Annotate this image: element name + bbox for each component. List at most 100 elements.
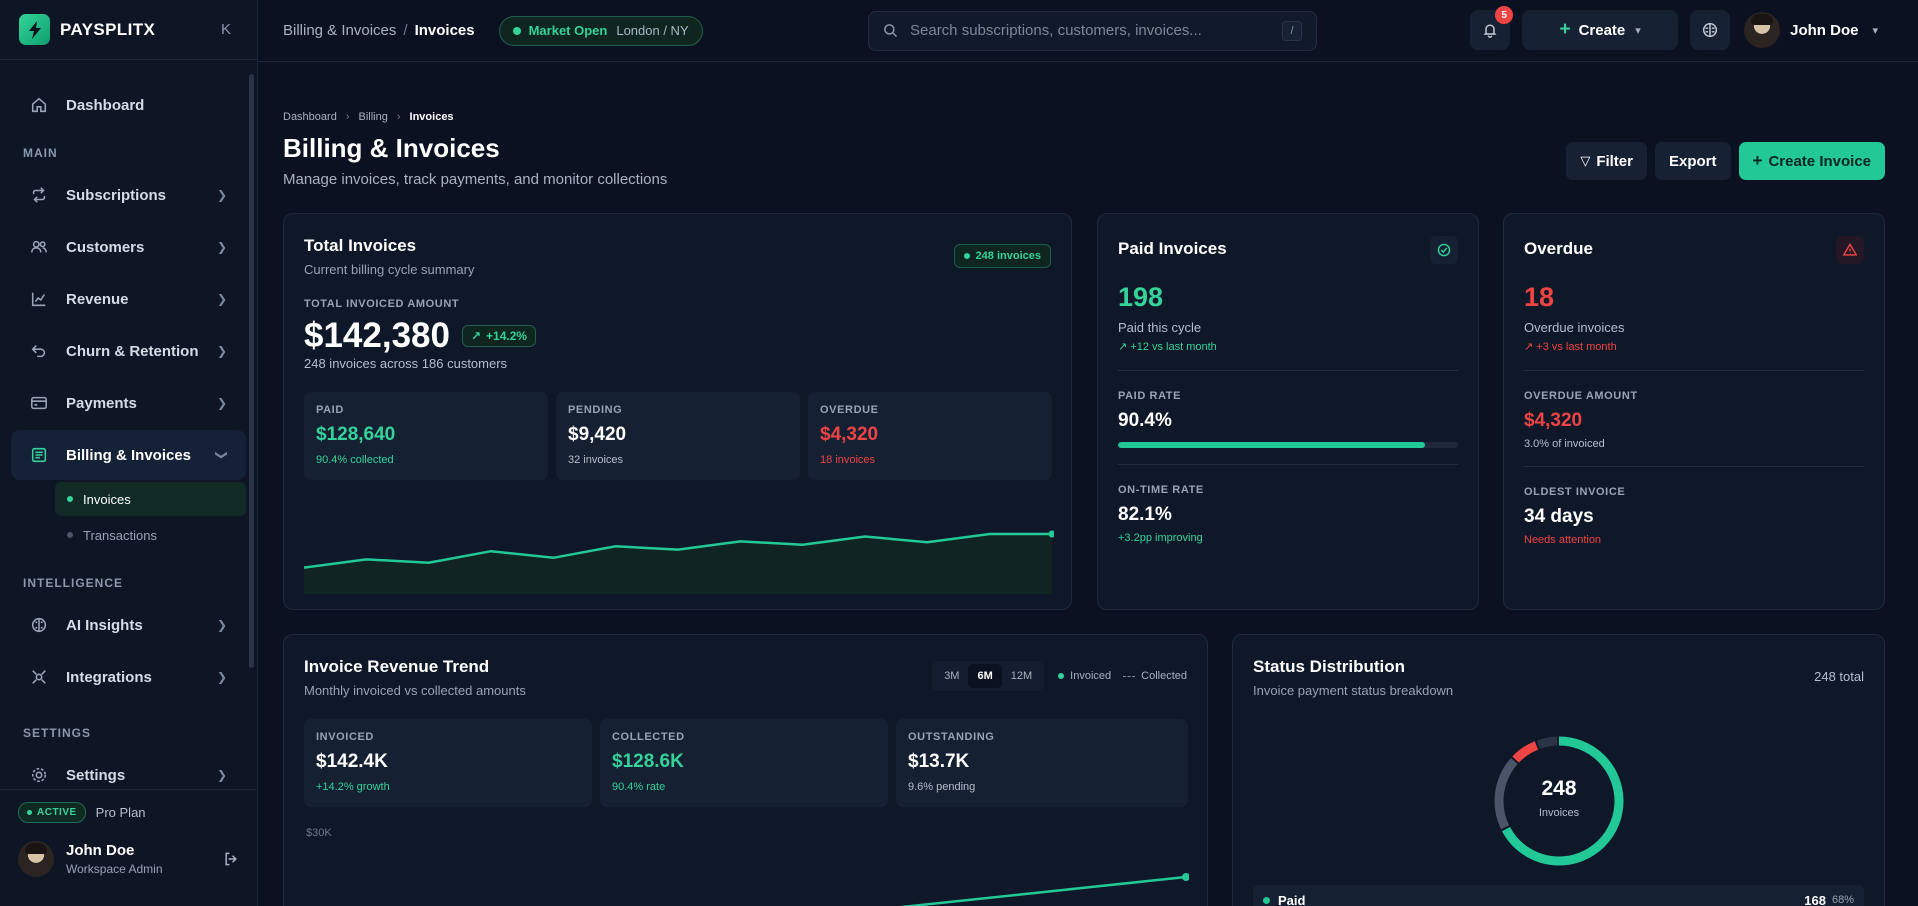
- sidebar-subitem-invoices[interactable]: Invoices: [55, 482, 246, 516]
- total-amount: $142,380: [304, 316, 450, 355]
- market-status-badge: Market Open London / NY: [498, 15, 703, 46]
- sidebar: PAYSPLITX K Dashboard MAIN Subscriptions…: [0, 0, 258, 906]
- sidebar-item-payments[interactable]: Payments ❯: [11, 378, 246, 428]
- divider: [1524, 370, 1864, 371]
- invoiced-stat: INVOICED $142.4K +14.2% growth: [304, 719, 592, 807]
- chevron-right-icon: ❯: [216, 292, 227, 306]
- page-title: Billing & Invoices: [283, 133, 500, 163]
- breadcrumb-separator: /: [403, 22, 408, 39]
- donut-center-value: 248: [1541, 777, 1577, 800]
- filter-button[interactable]: ▽ Filter: [1566, 142, 1647, 180]
- search-icon: [884, 24, 898, 38]
- sidebar-item-churn[interactable]: Churn & Retention ❯: [11, 326, 246, 376]
- search-placeholder: Search subscriptions, customers, invoice…: [910, 22, 1202, 39]
- chevron-right-icon: ›: [345, 111, 350, 123]
- sidebar-item-label: Customers: [66, 238, 145, 256]
- credit-card-icon: [31, 396, 47, 410]
- sidebar-subitem-label: Transactions: [83, 527, 157, 543]
- donut-segment-pending[interactable]: [1494, 736, 1624, 866]
- plan-row: ACTIVE Pro Plan: [18, 802, 239, 823]
- chart-legend: Invoiced Collected: [1058, 670, 1187, 682]
- sidebar-item-customers[interactable]: Customers ❯: [11, 222, 246, 272]
- paid-rate-label: PAID RATE: [1118, 390, 1182, 402]
- amount-detail: 248 invoices across 186 customers: [304, 356, 508, 371]
- sidebar-collapse-button[interactable]: K: [220, 21, 231, 38]
- breadcrumb-parent[interactable]: Billing & Invoices: [283, 22, 397, 39]
- range-12m[interactable]: 12M: [1010, 670, 1033, 682]
- sidebar-scrollbar[interactable]: [249, 74, 254, 668]
- donut-segment-paid[interactable]: [1494, 736, 1624, 866]
- divider: [1118, 464, 1458, 465]
- create-invoice-button[interactable]: + Create Invoice: [1738, 142, 1885, 180]
- stat-label: INVOICED: [316, 731, 374, 743]
- main-content: Dashboard › Billing › Invoices Billing &…: [258, 62, 1918, 906]
- user-role: Workspace Admin: [66, 862, 163, 876]
- breadcrumb-item[interactable]: Dashboard: [283, 111, 337, 123]
- market-location: London / NY: [616, 23, 689, 38]
- stat-value: $9,420: [568, 424, 627, 445]
- export-button-label: Export: [1669, 152, 1717, 170]
- stat-label: COLLECTED: [612, 731, 685, 743]
- sidebar-nav: Dashboard MAIN Subscriptions ❯ Customers…: [0, 60, 257, 800]
- chart-line-icon: [31, 292, 46, 307]
- sparkline-area: [304, 534, 1052, 594]
- sidebar-item-revenue[interactable]: Revenue ❯: [11, 274, 246, 324]
- sidebar-item-ai-insights[interactable]: AI Insights ❯: [11, 600, 246, 650]
- change-badge: ↗ +14.2%: [461, 325, 537, 347]
- ontime-sub: +3.2pp improving: [1118, 532, 1203, 544]
- plug-icon: [32, 670, 46, 684]
- create-button[interactable]: + Create ▾: [1522, 10, 1679, 50]
- repeat-icon: [32, 187, 46, 203]
- overdue-card: Overdue 18 Overdue invoices ↗ +3 vs last…: [1503, 213, 1885, 610]
- dot-icon: [67, 496, 73, 502]
- chevron-right-icon: ❯: [216, 670, 227, 684]
- sidebar-subitem-transactions[interactable]: Transactions: [55, 518, 246, 552]
- chevron-right-icon: ❯: [216, 240, 227, 254]
- user-name: John Doe: [66, 842, 135, 859]
- sidebar-item-integrations[interactable]: Integrations ❯: [11, 652, 246, 702]
- oldest-sub: Needs attention: [1524, 534, 1602, 546]
- overdue-trend: ↗ +3 vs last month: [1524, 340, 1617, 353]
- notifications-button[interactable]: 5: [1470, 6, 1514, 50]
- overdue-amount-label: OVERDUE AMOUNT: [1524, 390, 1638, 402]
- sidebar-user[interactable]: John Doe Workspace Admin: [18, 841, 239, 877]
- range-3m[interactable]: 3M: [944, 670, 960, 682]
- logout-icon[interactable]: [223, 851, 239, 867]
- card-subtitle: Invoice payment status breakdown: [1253, 683, 1454, 698]
- range-6m[interactable]: 6M: [968, 664, 1002, 688]
- warning-icon: [1836, 236, 1864, 264]
- search-input[interactable]: Search subscriptions, customers, invoice…: [868, 10, 1317, 51]
- sidebar-item-label: Integrations: [66, 668, 152, 686]
- stat-value: $4,320: [820, 424, 879, 445]
- sidebar-item-subscriptions[interactable]: Subscriptions ❯: [11, 170, 246, 220]
- plus-icon: +: [1559, 19, 1571, 40]
- plan-name: Pro Plan: [95, 805, 146, 820]
- logo-icon: [19, 14, 50, 45]
- sidebar-item-label: Subscriptions: [66, 186, 167, 204]
- sidebar-item-label: Churn & Retention: [66, 342, 199, 360]
- status-distribution-card: Status Distribution Invoice payment stat…: [1232, 634, 1885, 906]
- trend-up-icon: ↗: [1118, 341, 1131, 353]
- y-axis-tick: $30K: [306, 827, 332, 839]
- sidebar-item-settings[interactable]: Settings ❯: [11, 750, 246, 800]
- paid-count-label: Paid this cycle: [1118, 320, 1202, 335]
- sidebar-item-billing[interactable]: Billing & Invoices ❯: [11, 430, 246, 480]
- oldest-invoice: 34 days: [1524, 506, 1594, 527]
- bell-icon: [1483, 24, 1497, 38]
- user-menu[interactable]: John Doe ▾: [1744, 12, 1918, 48]
- ai-assistant-button[interactable]: [1690, 10, 1731, 50]
- breadcrumb-item[interactable]: Billing: [358, 111, 388, 123]
- stat-sub: 90.4% collected: [316, 454, 394, 466]
- sidebar-item-dashboard[interactable]: Dashboard: [11, 80, 246, 130]
- outstanding-stat: OUTSTANDING $13.7K 9.6% pending: [896, 719, 1188, 807]
- sidebar-item-label: Payments: [66, 394, 137, 412]
- status-dot-icon: [512, 26, 521, 35]
- total-invoices-card: Total Invoices Current billing cycle sum…: [283, 213, 1072, 610]
- invoiced-line: [899, 875, 1187, 906]
- range-selector: 3M 6M 12M: [932, 661, 1045, 691]
- stat-sub: 18 invoices: [820, 454, 876, 466]
- paid-rate-progress: [1118, 442, 1458, 448]
- invoice-count-label: 248 invoices: [975, 250, 1041, 262]
- card-title: Status Distribution: [1253, 657, 1406, 676]
- export-button[interactable]: Export: [1655, 142, 1731, 180]
